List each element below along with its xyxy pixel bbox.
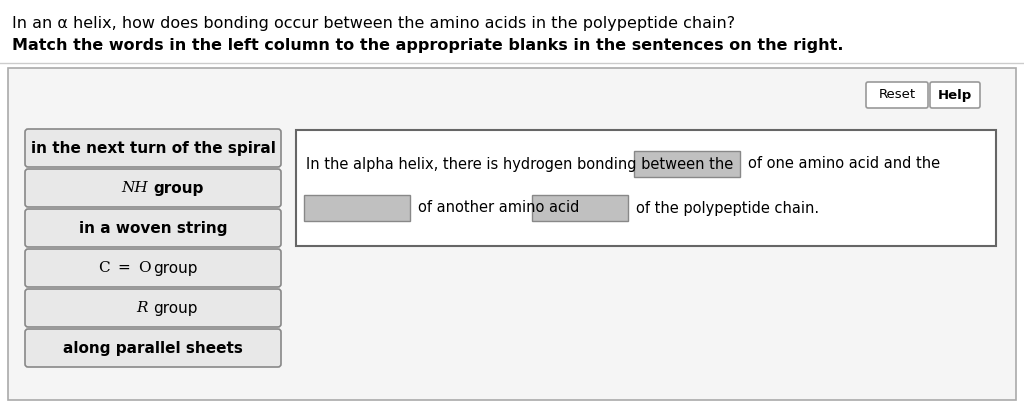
Text: Reset: Reset [879,89,915,102]
Text: of the polypeptide chain.: of the polypeptide chain. [636,200,819,215]
FancyBboxPatch shape [25,289,281,327]
Text: Match the words in the left column to the appropriate blanks in the sentences on: Match the words in the left column to th… [12,38,844,53]
FancyBboxPatch shape [930,82,980,108]
Text: R: R [136,301,153,315]
FancyBboxPatch shape [8,68,1016,400]
FancyBboxPatch shape [25,129,281,167]
Text: Help: Help [938,89,972,102]
FancyBboxPatch shape [25,209,281,247]
FancyBboxPatch shape [25,249,281,287]
Text: of one amino acid and the: of one amino acid and the [748,157,940,171]
FancyBboxPatch shape [532,195,628,221]
Text: In an α helix, how does bonding occur between the amino acids in the polypeptide: In an α helix, how does bonding occur be… [12,16,735,31]
Text: group: group [153,301,198,315]
Text: in the next turn of the spiral: in the next turn of the spiral [31,140,275,155]
FancyBboxPatch shape [25,329,281,367]
FancyBboxPatch shape [634,151,740,177]
Text: group: group [153,260,198,275]
FancyBboxPatch shape [296,130,996,246]
FancyBboxPatch shape [25,169,281,207]
FancyBboxPatch shape [304,195,410,221]
FancyBboxPatch shape [866,82,928,108]
Text: C $=$ O: C $=$ O [98,260,153,275]
Text: of another amino acid: of another amino acid [418,200,580,215]
Text: NH: NH [122,181,153,195]
Text: In the alpha helix, there is hydrogen bonding between the: In the alpha helix, there is hydrogen bo… [306,157,733,171]
Text: along parallel sheets: along parallel sheets [63,341,243,355]
Text: in a woven string: in a woven string [79,220,227,235]
Text: group: group [153,180,204,195]
